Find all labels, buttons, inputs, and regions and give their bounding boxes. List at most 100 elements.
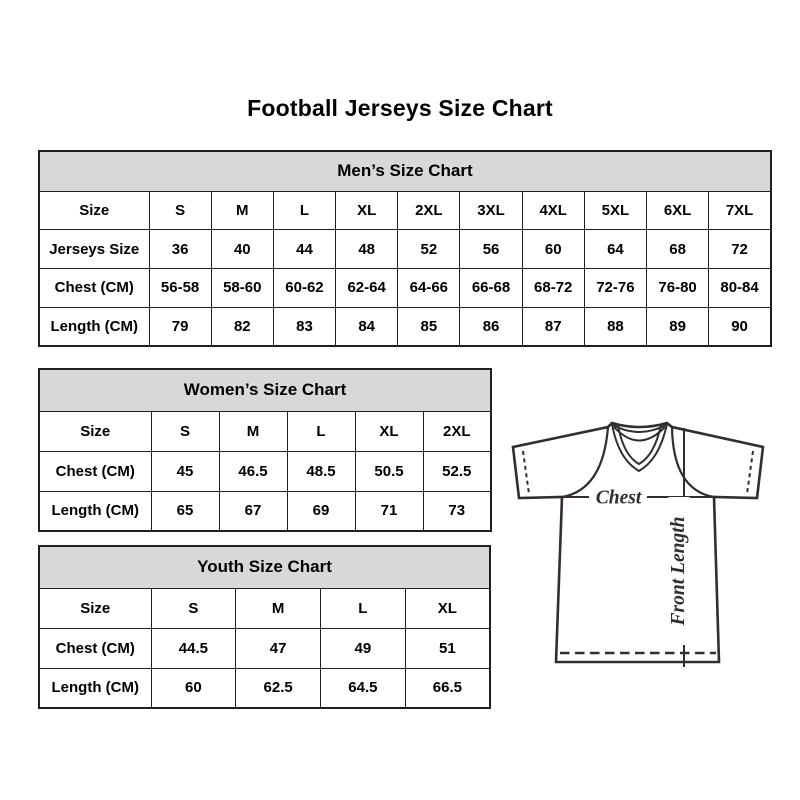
size-value-cell: 69 — [286, 490, 356, 532]
size-value-cell: XL — [354, 410, 424, 452]
size-value-cell: 2XL — [422, 410, 492, 452]
row-label-cell: Size — [38, 410, 152, 452]
table-row: Size S M L XL 2XL 3XL 4XL 5XL 6XL 7XL — [38, 190, 772, 231]
size-value-cell: 50.5 — [354, 450, 424, 492]
chest-label: Chest — [596, 488, 642, 509]
size-value-cell: 6XL — [645, 190, 710, 231]
row-label-cell: Length (CM) — [38, 490, 152, 532]
size-value-cell: 51 — [404, 627, 491, 669]
size-value-cell: 49 — [320, 627, 406, 669]
row-label-cell: Length (CM) — [38, 667, 152, 709]
size-value-cell: 36 — [148, 229, 212, 269]
size-value-cell: 45 — [150, 450, 220, 492]
size-value-cell: 79 — [148, 306, 212, 347]
table-title: Youth Size Chart — [38, 545, 491, 589]
size-value-cell: 71 — [354, 490, 424, 532]
size-value-cell: 64.5 — [320, 667, 406, 709]
size-value-cell: 68 — [645, 229, 710, 269]
row-label-cell: Size — [38, 587, 152, 629]
front-length-label-group: Front Length — [668, 497, 690, 645]
size-value-cell: 85 — [397, 306, 461, 347]
table-row: Size S M L XL — [38, 587, 491, 629]
size-value-cell: 52 — [397, 229, 461, 269]
row-label-cell: Chest (CM) — [38, 450, 152, 492]
size-value-cell: 5XL — [583, 190, 648, 231]
size-value-cell: 62.5 — [235, 667, 321, 709]
v-neck-collar — [611, 423, 668, 473]
size-value-cell: 84 — [335, 306, 399, 347]
size-value-cell: 87 — [521, 306, 585, 347]
size-value-cell: 65 — [150, 490, 220, 532]
size-value-cell: 46.5 — [218, 450, 288, 492]
size-value-cell: 66.5 — [404, 667, 491, 709]
size-value-cell: S — [148, 190, 212, 231]
size-value-cell: 76-80 — [645, 268, 710, 308]
size-value-cell: XL — [404, 587, 491, 629]
size-value-cell: 4XL — [521, 190, 585, 231]
table-row: Length (CM) 65 67 69 71 73 — [38, 490, 492, 532]
size-value-cell: 60 — [521, 229, 585, 269]
size-value-cell: 86 — [459, 306, 523, 347]
jersey-silhouette — [511, 421, 765, 664]
size-value-cell: M — [235, 587, 321, 629]
mens-size-table: Men’s Size Chart Size S M L XL 2XL 3XL 4XL 5XL 6XL… — [38, 150, 772, 347]
size-value-cell: 88 — [583, 306, 648, 347]
size-value-cell: 66-68 — [459, 268, 523, 308]
size-value-cell: 64-66 — [397, 268, 461, 308]
left-armhole-seam — [561, 426, 610, 499]
table-title: Men’s Size Chart — [38, 150, 772, 192]
size-value-cell: 67 — [218, 490, 288, 532]
size-value-cell: 90 — [708, 306, 772, 347]
size-value-cell: 48.5 — [286, 450, 356, 492]
size-value-cell: 80-84 — [708, 268, 772, 308]
size-value-cell: 56-58 — [148, 268, 212, 308]
size-value-cell: 7XL — [708, 190, 772, 231]
size-value-cell: 40 — [210, 229, 274, 269]
table-row: Jerseys Size 36 40 44 48 52 56 60 64 68 72 — [38, 229, 772, 269]
size-value-cell: XL — [335, 190, 399, 231]
size-value-cell: 62-64 — [335, 268, 399, 308]
size-value-cell: 3XL — [459, 190, 523, 231]
size-value-cell: 68-72 — [521, 268, 585, 308]
row-label-cell: Length (CM) — [38, 306, 150, 347]
table-row: Length (CM) 79 82 83 84 85 86 87 88 89 90 — [38, 306, 772, 347]
size-value-cell: 83 — [272, 306, 337, 347]
womens-size-table: Women’s Size Chart Size S M L XL 2XL Chest (CM)… — [38, 368, 493, 532]
table-row: Chest (CM) 56-58 58-60 60-62 62-64 64-66 66-68… — [38, 268, 772, 308]
size-value-cell: 72-76 — [583, 268, 648, 308]
size-value-cell: M — [210, 190, 274, 231]
size-value-cell: S — [150, 587, 237, 629]
row-label-cell: Jerseys Size — [38, 229, 150, 269]
size-value-cell: S — [150, 410, 220, 452]
jersey-measurement-diagram: Chest Front Length — [500, 408, 800, 678]
table-row: Chest (CM) 45 46.5 48.5 50.5 52.5 — [38, 450, 492, 492]
table-row: Size S M L XL 2XL — [38, 410, 492, 452]
size-value-cell: 52.5 — [422, 450, 492, 492]
size-value-cell: L — [286, 410, 356, 452]
size-value-cell: 44.5 — [150, 627, 237, 669]
size-value-cell: 60 — [150, 667, 237, 709]
size-value-cell: 44 — [272, 229, 337, 269]
table-title: Women’s Size Chart — [38, 368, 492, 412]
size-value-cell: 89 — [645, 306, 710, 347]
size-value-cell: M — [218, 410, 288, 452]
size-value-cell: 60-62 — [272, 268, 337, 308]
front-length-label-backdrop — [668, 497, 690, 645]
size-value-cell: L — [320, 587, 406, 629]
size-value-cell: 56 — [459, 229, 523, 269]
row-label-cell: Chest (CM) — [38, 268, 150, 308]
size-value-cell: 48 — [335, 229, 399, 269]
table-row: Chest (CM) 44.5 47 49 51 — [38, 627, 491, 669]
size-value-cell: L — [272, 190, 337, 231]
size-value-cell: 73 — [422, 490, 492, 532]
size-value-cell: 58-60 — [210, 268, 274, 308]
size-value-cell: 82 — [210, 306, 274, 347]
size-value-cell: 47 — [235, 627, 321, 669]
table-row: Length (CM) 60 62.5 64.5 66.5 — [38, 667, 491, 709]
row-label-cell: Size — [38, 190, 150, 231]
front-length-label: Front Length — [668, 517, 689, 627]
size-value-cell: 64 — [583, 229, 648, 269]
page-title: Football Jerseys Size Chart — [247, 95, 553, 121]
size-value-cell: 72 — [708, 229, 772, 269]
